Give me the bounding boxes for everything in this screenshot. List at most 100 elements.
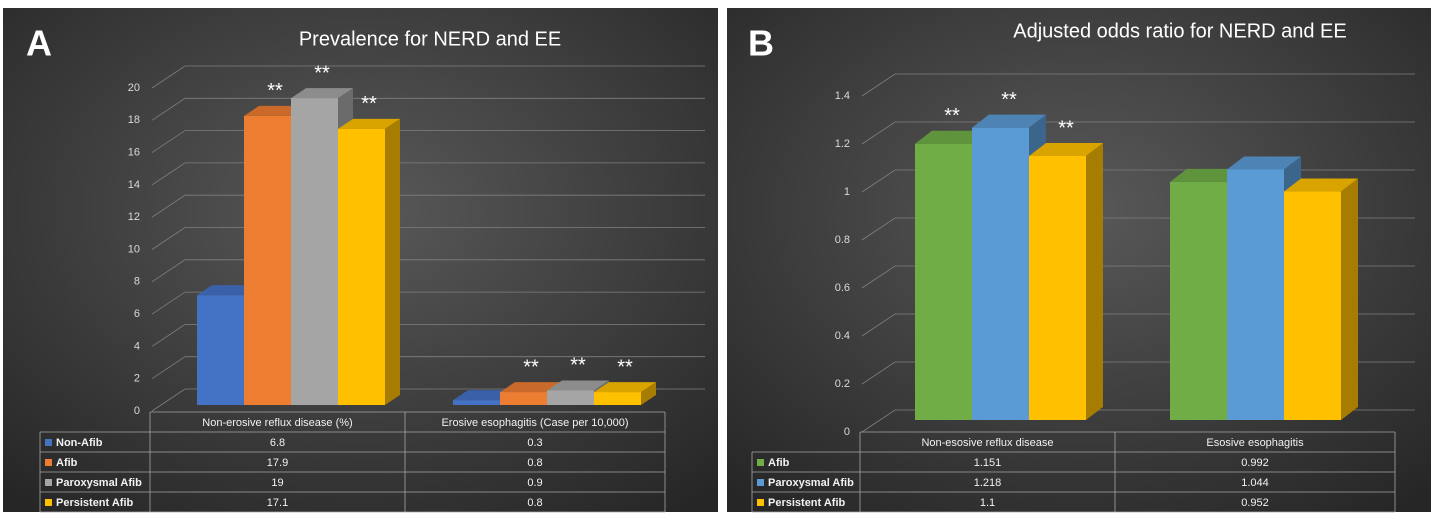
table-value: 0.8 xyxy=(527,497,542,509)
bar xyxy=(972,127,1029,421)
bar xyxy=(291,98,338,406)
bar-top xyxy=(972,114,1046,128)
legend-label: Afib xyxy=(768,457,790,469)
table-value: 0.9 xyxy=(527,477,542,489)
table-value: 0.952 xyxy=(1241,497,1269,509)
y-tick-label: 2 xyxy=(134,373,140,385)
bar xyxy=(338,128,385,405)
y-tick-label: 10 xyxy=(128,243,140,255)
chart-title: Prevalence for NERD and EE xyxy=(299,28,561,50)
bar-top xyxy=(1029,143,1103,156)
grid-line xyxy=(151,323,705,347)
table-header: Erosive esophagitis (Case per 10,000) xyxy=(441,417,628,429)
table-value: 17.1 xyxy=(267,497,288,509)
bar xyxy=(197,295,244,405)
table-header: Non-erosive reflux disease (%) xyxy=(202,417,352,429)
table-value: 19 xyxy=(271,477,283,489)
bar-side xyxy=(1086,143,1103,420)
significance-marker: ** xyxy=(944,105,960,127)
table-value: 1.044 xyxy=(1241,477,1269,489)
y-tick-label: 0.4 xyxy=(835,330,850,342)
significance-marker: ** xyxy=(267,80,283,102)
grid-line xyxy=(151,227,705,250)
table-header: Esosive esophagitis xyxy=(1206,437,1304,449)
y-tick-label: 1.4 xyxy=(835,90,850,102)
legend-swatch xyxy=(45,459,52,466)
significance-marker: ** xyxy=(523,356,539,378)
bar-side xyxy=(1341,178,1358,420)
grid-line xyxy=(151,130,705,153)
significance-marker: ** xyxy=(617,356,633,378)
bar-top xyxy=(197,285,259,296)
bar-top xyxy=(1170,168,1244,182)
table-value: 0.8 xyxy=(527,457,542,469)
legend-swatch xyxy=(757,459,764,466)
table-value: 1.151 xyxy=(974,457,1002,469)
bar xyxy=(1170,181,1227,420)
bar-top xyxy=(338,118,400,129)
legend-swatch xyxy=(45,499,52,506)
bar xyxy=(594,392,641,405)
table-value: 6.8 xyxy=(270,437,285,449)
legend-label: Paroxysmal Afib xyxy=(768,477,854,489)
grid-line xyxy=(861,121,1415,145)
legend-swatch xyxy=(757,499,764,506)
y-tick-label: 0 xyxy=(844,426,850,438)
y-tick-label: 0.8 xyxy=(835,234,850,246)
chart-title: Adjusted odds ratio for NERD and EE xyxy=(1013,20,1347,42)
bar-top xyxy=(500,382,562,393)
y-tick-label: 1.2 xyxy=(835,138,850,150)
bar-top xyxy=(915,130,989,144)
legend-swatch xyxy=(757,479,764,486)
legend-label: Persistent Afib xyxy=(768,497,846,509)
grid-line xyxy=(151,259,705,283)
significance-marker: ** xyxy=(1001,89,1017,111)
bar xyxy=(1227,169,1284,420)
grid-line xyxy=(151,291,705,315)
legend-label: Paroxysmal Afib xyxy=(56,477,142,489)
legend-swatch xyxy=(45,439,52,446)
y-tick-label: 12 xyxy=(128,211,140,223)
significance-marker: ** xyxy=(1058,117,1074,139)
y-tick-label: 18 xyxy=(128,114,140,126)
legend-label: Afib xyxy=(56,457,78,469)
bar-top xyxy=(291,88,353,99)
y-tick-label: 14 xyxy=(128,179,140,191)
bar-top xyxy=(594,382,656,393)
grid-line xyxy=(151,194,705,218)
bar xyxy=(915,143,972,420)
table-value: 1.1 xyxy=(980,497,995,509)
bar xyxy=(1284,191,1341,420)
significance-marker: ** xyxy=(314,62,330,84)
y-tick-label: 0.2 xyxy=(835,378,850,390)
bar-top xyxy=(453,390,515,401)
y-tick-label: 8 xyxy=(134,276,140,288)
grid-line xyxy=(151,97,705,121)
table-header: Non-esosive reflux disease xyxy=(921,437,1053,449)
grid-line xyxy=(861,73,1415,97)
bar-top xyxy=(547,380,609,391)
table-value: 0.992 xyxy=(1241,457,1269,469)
significance-marker: ** xyxy=(361,93,377,115)
legend-label: Persistent Afib xyxy=(56,497,134,509)
bar-side xyxy=(641,382,656,405)
bar xyxy=(1029,156,1086,420)
table-value: 17.9 xyxy=(267,457,288,469)
panel-label: B xyxy=(748,23,774,64)
bar-top xyxy=(1227,156,1301,170)
y-tick-label: 1 xyxy=(844,186,850,198)
bar xyxy=(453,400,500,405)
grid-line xyxy=(151,356,705,380)
y-tick-label: 20 xyxy=(128,82,140,94)
bar xyxy=(547,390,594,405)
bar xyxy=(244,115,291,405)
bar-side xyxy=(385,118,400,406)
table-value: 0.3 xyxy=(527,437,542,449)
y-tick-label: 0 xyxy=(134,405,140,417)
legend-swatch xyxy=(45,479,52,486)
y-tick-label: 6 xyxy=(134,308,140,320)
legend-label: Non-Afib xyxy=(56,437,103,449)
y-tick-label: 4 xyxy=(134,340,140,352)
panel-label: A xyxy=(26,23,52,64)
